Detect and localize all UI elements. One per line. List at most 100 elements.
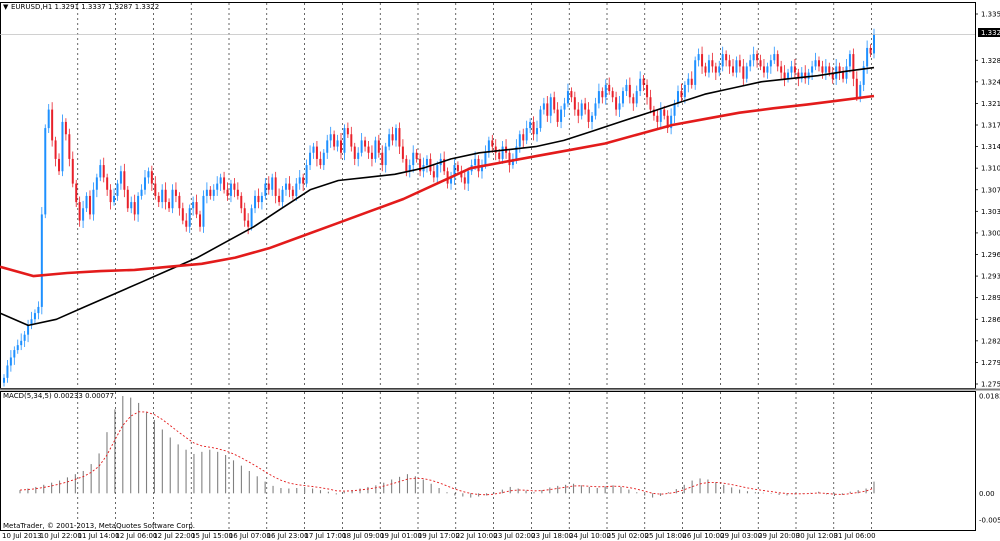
bear-candle <box>738 60 741 67</box>
bull-candle <box>529 121 532 129</box>
price-tick-label: 1.3070 <box>981 186 1000 194</box>
bull-candle <box>3 377 5 383</box>
bear-candle <box>109 189 112 203</box>
bear-candle <box>350 134 353 147</box>
bull-candle <box>549 97 552 116</box>
bull-candle <box>752 54 755 61</box>
bull-candle <box>16 345 19 351</box>
bull-candle <box>281 189 284 203</box>
bull-candle <box>697 54 700 61</box>
bear-candle <box>776 54 779 67</box>
bear-candle <box>663 109 666 116</box>
bull-candle <box>453 165 456 178</box>
copyright-label: MetaTrader, © 2001-2013, MetaQuotes Soft… <box>3 522 195 530</box>
bull-candle <box>591 115 594 122</box>
bear-candle <box>278 195 281 203</box>
time-label: 25 Jul 18:00 <box>645 532 687 540</box>
time-label: 18 Jul 09:00 <box>342 532 384 540</box>
bear-candle <box>762 66 765 73</box>
bull-candle <box>862 66 865 85</box>
bull-candle <box>13 350 16 358</box>
bear-candle <box>54 140 57 159</box>
bear-candle <box>649 97 652 110</box>
bull-candle <box>374 140 377 159</box>
bear-candle <box>419 158 422 172</box>
bull-candle <box>618 103 621 110</box>
time-label: 17 Jul 17:00 <box>304 532 346 540</box>
price-tick-label: 1.2755 <box>981 381 1000 389</box>
time-gridlines <box>77 3 872 530</box>
price-tick-label: 1.2790 <box>981 359 1000 367</box>
macd-tick-label: -0.00502 <box>979 517 1000 525</box>
bull-candle <box>542 103 545 110</box>
bull-candle <box>845 66 848 79</box>
bull-candle <box>480 165 483 172</box>
bull-candle <box>787 72 790 79</box>
bear-candle <box>405 158 408 172</box>
bear-candle <box>443 158 446 172</box>
bear-candle <box>58 158 61 172</box>
bull-candle <box>518 134 521 147</box>
bear-candle <box>401 146 404 159</box>
bear-candle <box>381 152 384 166</box>
chart-menu-icon[interactable]: ▼ <box>3 3 9 11</box>
bull-candle <box>360 140 363 153</box>
bull-candle <box>336 140 339 147</box>
bull-candle <box>116 183 119 196</box>
bull-candle <box>594 103 597 116</box>
bull-candle <box>824 66 827 73</box>
bull-candle <box>140 189 143 196</box>
bear-candle <box>174 189 177 196</box>
bear-candle <box>577 109 580 116</box>
symbol-ohlc-label: EURUSD,H1 1.3291 1.3337 1.3287 1.3322 <box>11 3 159 11</box>
bear-candle <box>666 115 669 129</box>
bear-candle <box>364 140 367 147</box>
bear-candle <box>611 91 614 98</box>
bear-candle <box>704 66 707 73</box>
bear-candle <box>150 171 153 184</box>
bear-candle <box>102 165 105 178</box>
candlestick-series <box>3 28 875 387</box>
bull-candle <box>604 84 607 98</box>
bear-candle <box>195 202 198 215</box>
time-label: 19 Jul 17:00 <box>418 532 460 540</box>
bull-candle <box>82 208 85 221</box>
bear-candle <box>556 109 559 122</box>
bear-candle <box>522 134 525 141</box>
bear-candle <box>456 165 459 172</box>
time-label: 30 Jul 12:00 <box>796 532 838 540</box>
bull-candle <box>484 152 487 166</box>
bear-candle <box>106 177 109 190</box>
bear-candle <box>199 214 202 227</box>
bear-candle <box>460 171 463 178</box>
bull-candle <box>326 140 329 153</box>
price-tick-label: 1.3140 <box>981 143 1000 151</box>
bear-candle <box>570 91 573 98</box>
bear-candle <box>123 171 126 190</box>
price-tick-label: 1.3035 <box>981 208 1000 216</box>
ma-slow-line <box>0 94 875 278</box>
bull-candle <box>30 319 33 326</box>
bull-candle <box>264 183 267 196</box>
time-label: 12 Jul 22:00 <box>153 532 195 540</box>
price-tick-label: 1.3175 <box>981 122 1000 130</box>
bear-candle <box>333 134 336 147</box>
bear-candle <box>701 54 704 67</box>
bull-candle <box>188 208 191 227</box>
price-tick-label: 1.2965 <box>981 251 1000 259</box>
price-tick-label: 1.2895 <box>981 294 1000 302</box>
current-price-box <box>978 28 1000 37</box>
bull-candle <box>192 202 195 209</box>
bear-candle <box>780 66 783 73</box>
bull-candle <box>800 72 803 79</box>
bull-candle <box>171 189 174 209</box>
bull-candle <box>219 177 222 184</box>
bull-candle <box>766 66 769 73</box>
bear-candle <box>652 109 655 116</box>
time-label: 19 Jul 01:00 <box>380 532 422 540</box>
bear-candle <box>236 189 239 196</box>
bull-candle <box>563 103 566 110</box>
